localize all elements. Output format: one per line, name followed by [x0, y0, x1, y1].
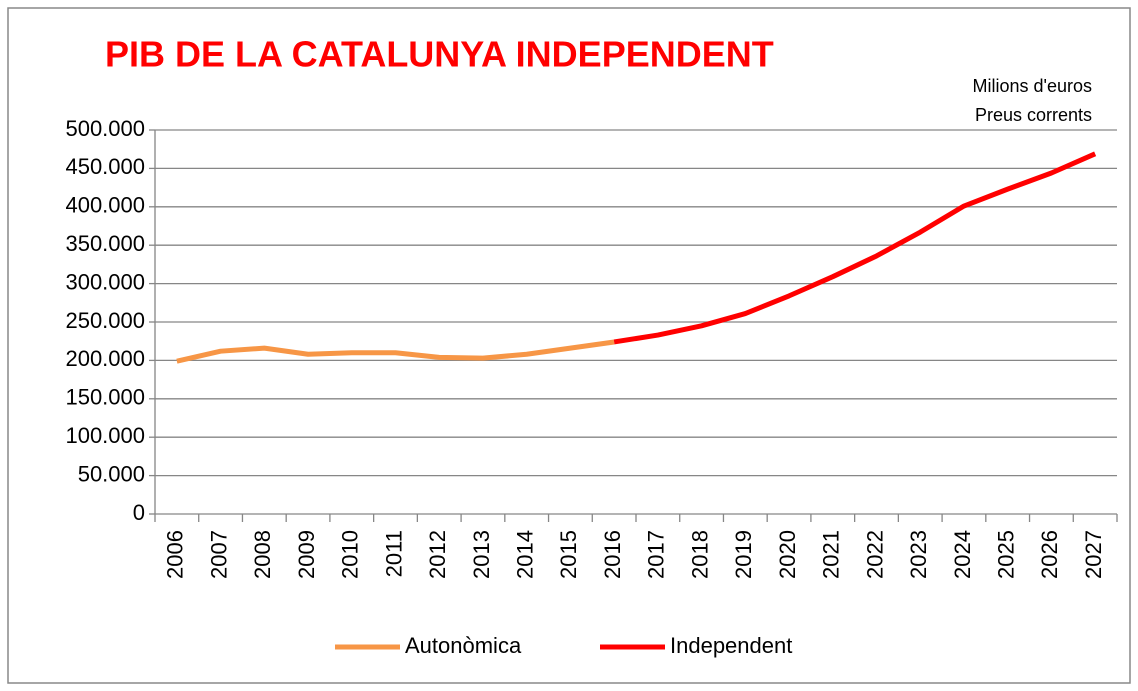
x-tick-label: 2025 [993, 530, 1018, 579]
chart-border [7, 7, 1131, 684]
y-tick-label: 0 [133, 500, 145, 525]
x-tick-label: 2021 [819, 530, 844, 579]
y-tick-label: 500.000 [65, 116, 145, 141]
y-tick-label: 50.000 [78, 461, 145, 486]
y-tick-label: 150.000 [65, 385, 145, 410]
x-tick-label: 2012 [425, 530, 450, 579]
y-tick-label: 300.000 [65, 269, 145, 294]
line-series [176, 339, 615, 364]
x-tick-label: 2027 [1081, 530, 1106, 579]
y-tick-label: 350.000 [65, 231, 145, 256]
legend-label: Independent [670, 633, 792, 658]
x-tick-label: 2023 [906, 530, 931, 579]
y-tick-label: 200.000 [65, 346, 145, 371]
y-tick-label: 100.000 [65, 423, 145, 448]
x-tick-label: 2026 [1037, 530, 1062, 579]
x-tick-label: 2006 [163, 530, 188, 579]
x-tick-label: 2020 [775, 530, 800, 579]
x-tick-label: 2009 [294, 530, 319, 579]
x-tick-label: 2007 [206, 530, 231, 579]
x-tick-label: 2011 [381, 530, 406, 577]
x-tick-label: 2015 [556, 530, 581, 579]
x-tick-label: 2014 [512, 530, 537, 579]
x-tick-label: 2022 [862, 530, 887, 579]
x-tick-label: 2018 [687, 530, 712, 579]
x-tick-label: 2008 [250, 530, 275, 579]
x-tick-label: 2017 [644, 530, 669, 579]
y-tick-label: 400.000 [65, 193, 145, 218]
annotation: Milions d'euros [973, 76, 1093, 96]
chart-title: PIB DE LA CATALUNYA INDEPENDENT [105, 34, 774, 75]
x-tick-label: 2019 [731, 530, 756, 579]
legend-label: Autonòmica [405, 633, 522, 658]
x-tick-label: 2024 [950, 530, 975, 579]
y-tick-label: 450.000 [65, 154, 145, 179]
x-tick-label: 2013 [469, 530, 494, 579]
y-tick-label: 250.000 [65, 308, 145, 333]
x-tick-label: 2010 [338, 530, 363, 579]
annotation: Preus corrents [975, 105, 1092, 125]
x-tick-label: 2016 [600, 530, 625, 579]
line-series [613, 151, 1097, 345]
